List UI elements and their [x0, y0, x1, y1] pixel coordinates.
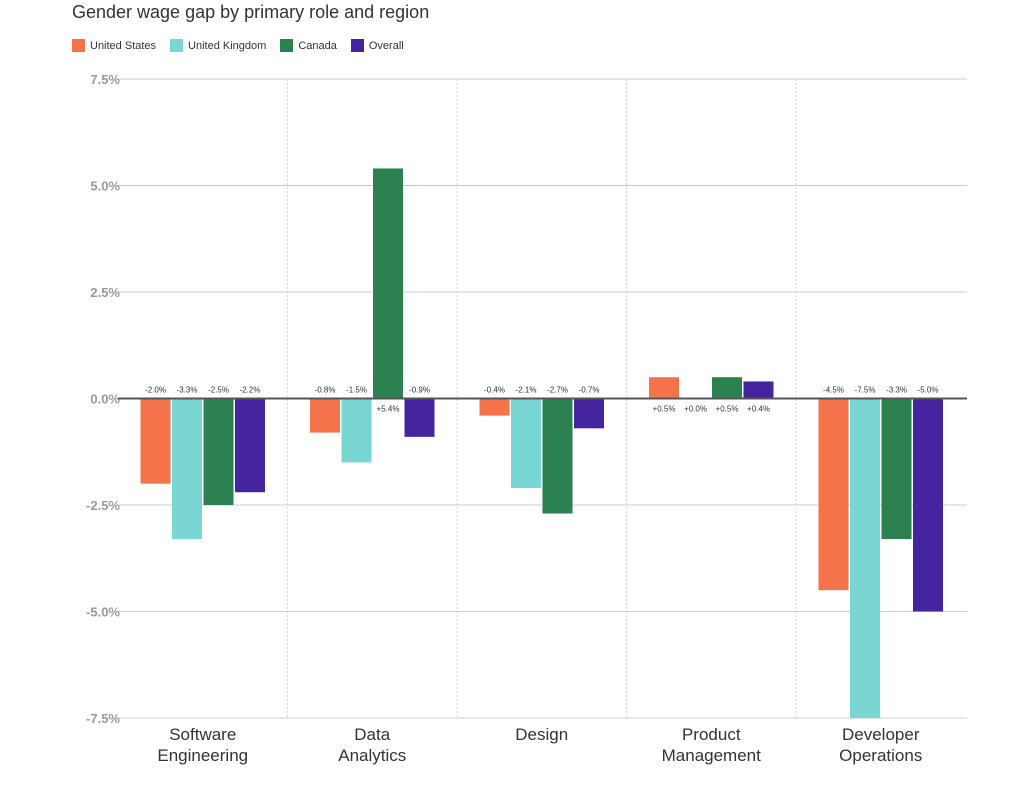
chart-title: Gender wage gap by primary role and regi…	[72, 2, 430, 22]
data-label: -5.0%	[918, 386, 939, 395]
data-label: -2.0%	[145, 386, 166, 395]
legend-item: United Kingdom	[170, 39, 266, 52]
category-label: Product Management	[662, 725, 762, 765]
data-label: -2.7%	[547, 386, 568, 395]
data-label: -7.5%	[855, 386, 876, 395]
legend-item: Canada	[280, 39, 337, 52]
category-label: Data Analytics	[338, 725, 406, 765]
data-label: +0.5%	[653, 405, 676, 414]
data-label: -3.3%	[886, 386, 907, 395]
bar	[913, 398, 943, 612]
bar	[310, 398, 340, 433]
data-label: -2.2%	[240, 386, 261, 395]
bar	[542, 398, 573, 514]
legend-item: United States	[72, 39, 156, 52]
legend-swatch	[280, 39, 294, 52]
y-tick-label: 2.5%	[90, 285, 120, 300]
y-tick-label: -5.0%	[86, 605, 120, 620]
y-tick-label: -7.5%	[86, 711, 120, 726]
bar-layer	[140, 168, 943, 718]
bar	[404, 398, 435, 437]
label-layer: 7.5% 5.0% 2.5% 0.0% -2.5% -5.0% -7.5% -2.0% -3.3…	[86, 72, 967, 765]
bar	[373, 168, 403, 399]
data-label: +0.0%	[684, 405, 707, 414]
y-tick-label: 0.0%	[90, 392, 120, 407]
data-label: -0.9%	[409, 386, 430, 395]
bar	[712, 377, 742, 399]
data-label: -4.5%	[823, 386, 844, 395]
legend-label: Canada	[298, 39, 337, 52]
bar	[172, 398, 202, 540]
legend-swatch	[350, 39, 364, 52]
data-label: +5.4%	[377, 405, 400, 414]
bar	[203, 398, 234, 505]
data-label: +0.4%	[747, 405, 770, 414]
category-label: Developer Operations	[839, 725, 922, 765]
legend-swatch	[170, 39, 184, 52]
legend-label: United States	[90, 39, 157, 52]
y-tick-label: 5.0%	[90, 179, 120, 194]
y-tick-label: 7.5%	[90, 72, 120, 87]
bar	[850, 398, 880, 718]
grid-layer	[118, 78, 967, 719]
data-label: +0.5%	[716, 405, 739, 414]
category-label: Design	[515, 725, 568, 744]
data-label: -0.7%	[579, 386, 600, 395]
legend: United States United Kingdom Canada Overall	[72, 39, 418, 52]
bar	[140, 398, 171, 484]
bar	[341, 398, 372, 463]
bar	[881, 398, 912, 540]
bar	[649, 377, 679, 399]
bar	[479, 398, 510, 416]
bar	[743, 381, 774, 399]
bar	[818, 398, 849, 591]
legend-item: Overall	[350, 39, 404, 52]
bar	[574, 398, 604, 429]
bar	[235, 398, 265, 493]
bar	[511, 398, 541, 488]
legend-swatch	[72, 39, 85, 52]
data-label: -0.8%	[315, 386, 336, 395]
legend-label: United Kingdom	[188, 39, 267, 52]
data-label: -0.4%	[484, 386, 505, 395]
data-label: -2.5%	[208, 386, 229, 395]
category-label: Software Engineering	[157, 725, 248, 765]
data-label: -3.3%	[177, 386, 198, 395]
y-tick-label: -2.5%	[86, 498, 120, 513]
data-label: -2.1%	[516, 386, 537, 395]
legend-label: Overall	[368, 39, 404, 52]
data-label: -1.5%	[346, 386, 367, 395]
